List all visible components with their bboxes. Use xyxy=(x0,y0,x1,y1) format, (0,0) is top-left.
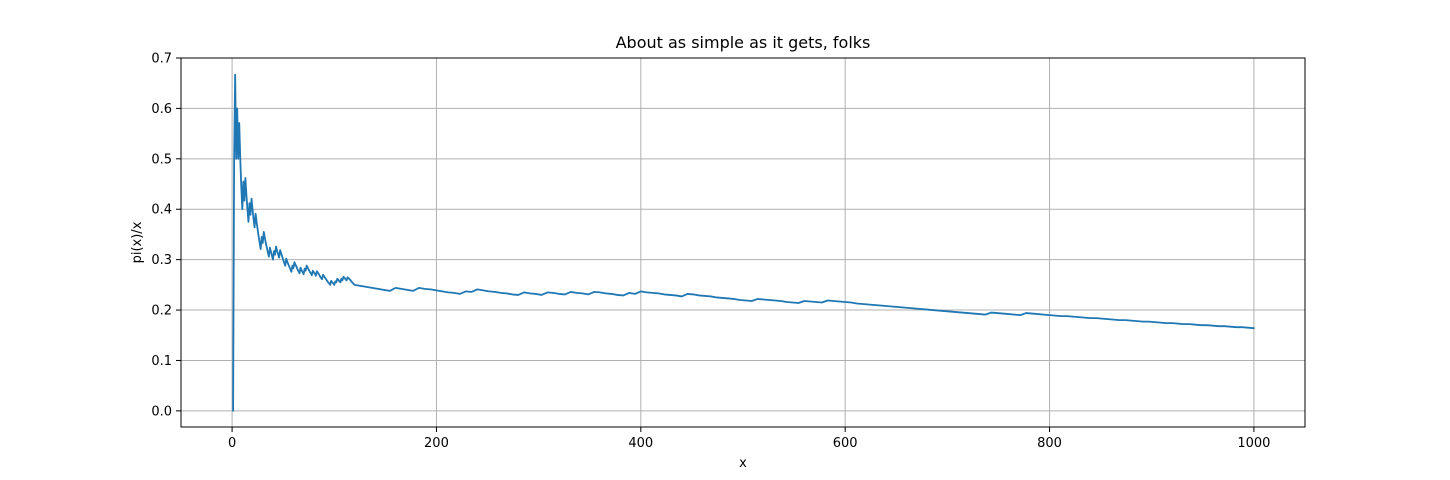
x-tick-label: 800 xyxy=(1037,436,1062,451)
series-layer xyxy=(232,73,1255,412)
x-tick-label: 400 xyxy=(628,436,653,451)
y-tick-label: 0.0 xyxy=(151,404,172,419)
x-axis-label: x xyxy=(739,456,747,471)
x-tick-label: 200 xyxy=(424,436,449,451)
y-tick-label: 0.5 xyxy=(151,152,172,167)
y-axis-label: pi(x)/x xyxy=(130,221,145,263)
y-tick-label: 0.3 xyxy=(151,253,172,268)
series-line xyxy=(232,73,1255,412)
y-tick-label: 0.1 xyxy=(151,354,172,369)
grid xyxy=(181,57,1305,427)
ticks: 0 200 400 600 800 1000 0.0 0.1 0.2 0.3 0.4 0.5 0.6 0.… xyxy=(151,52,1270,452)
x-tick-label: 600 xyxy=(833,436,858,451)
y-tick-label: 0.7 xyxy=(151,52,172,67)
plot-frame xyxy=(180,57,1306,428)
x-tick-label: 0 xyxy=(228,436,236,451)
y-tick-label: 0.6 xyxy=(151,102,172,117)
x-tick-label: 1000 xyxy=(1237,436,1270,451)
y-tick-label: 0.4 xyxy=(151,203,172,218)
y-tick-label: 0.2 xyxy=(151,304,172,319)
chart-title: About as simple as it gets, folks xyxy=(616,33,871,52)
